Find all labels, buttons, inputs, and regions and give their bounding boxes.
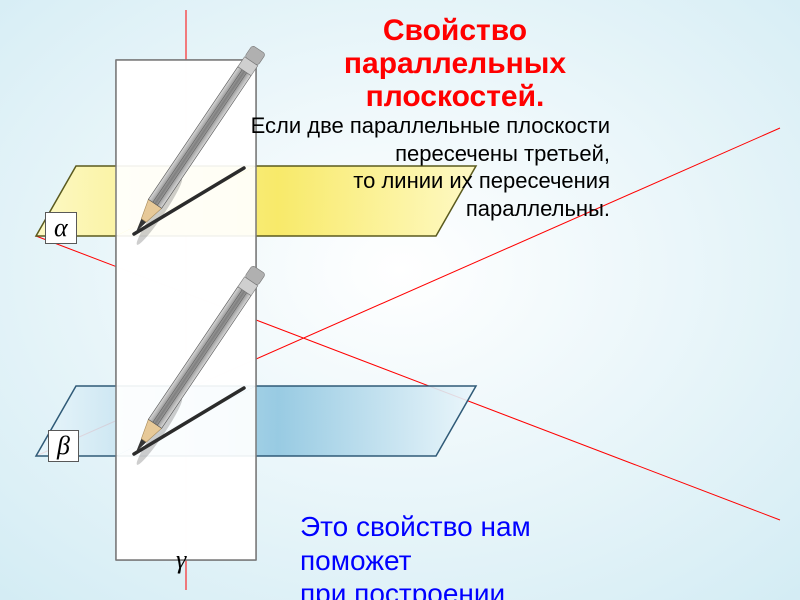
title-line1: Свойство (383, 14, 527, 47)
label-beta: β (48, 430, 79, 462)
title-line3: плоскостей. (366, 80, 545, 113)
title-line2: параллельных (344, 47, 566, 80)
footer-l1: Это свойство нам (300, 511, 531, 542)
theorem-text: Если две параллельные плоскости пересече… (160, 112, 610, 222)
label-gamma: γ (176, 545, 186, 575)
slide: { "canvas": {"w":800,"h":600}, "backgrou… (0, 0, 800, 600)
slide-title: Свойство параллельных плоскостей. (300, 14, 610, 113)
theorem-l1: Если две параллельные плоскости (251, 113, 610, 138)
footer-l3: при построении (300, 578, 505, 600)
footer-text: Это свойство нам поможет при построении (300, 510, 531, 600)
theorem-l3: то линии их пересечения (353, 168, 610, 193)
footer-l2: поможет (300, 545, 411, 576)
theorem-l4: параллельны. (466, 196, 610, 221)
label-alpha: α (45, 212, 77, 244)
theorem-l2: пересечены третьей, (395, 141, 610, 166)
